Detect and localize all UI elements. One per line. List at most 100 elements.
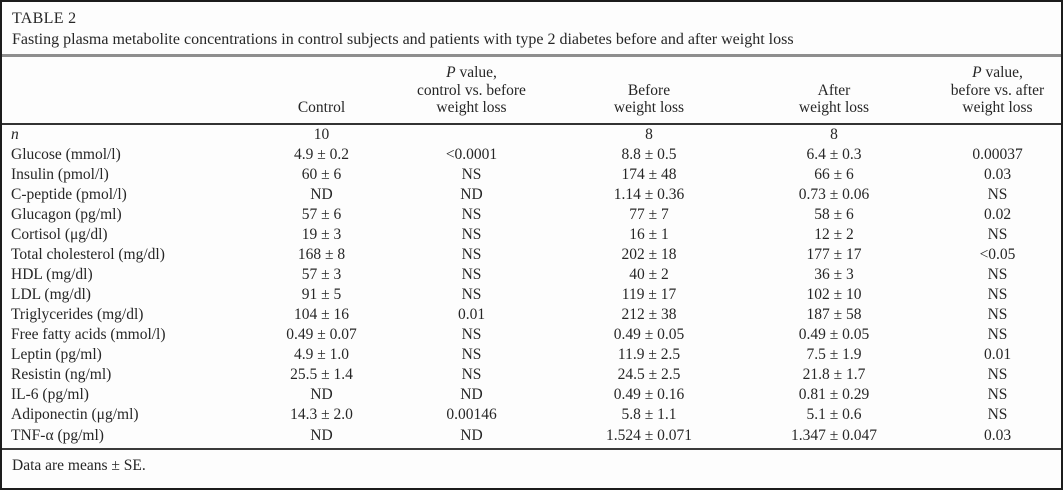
table-caption: Fasting plasma metabolite concentrations… <box>12 31 794 48</box>
after-value-cell: 12 ± 2 <box>814 225 854 243</box>
p2-value-cell: NS <box>987 305 1008 323</box>
row-label-cell: LDL (mg/dl) <box>11 285 91 303</box>
row-label-cell: IL-6 (pg/ml) <box>11 385 89 403</box>
p1-value-cell: ND <box>460 185 483 203</box>
after-value-cell: 5.1 ± 0.6 <box>806 405 862 423</box>
p1-line2: control vs. before <box>417 81 526 99</box>
before-value-cell: 1.524 ± 0.071 <box>564 424 734 450</box>
p1-value-cell: NS <box>461 205 482 223</box>
table-row: Resistin (ng/ml) 25.5 ± 1.4 NS 24.5 ± 2.5 21… <box>2 365 1061 385</box>
caption-divider-rule <box>2 54 1061 57</box>
row-label-cell: Glucose (mmol/l) <box>11 145 121 163</box>
p2-value-cell: NS <box>987 265 1008 283</box>
p2-value-cell: NS <box>987 285 1008 303</box>
before-line1: Before <box>627 81 671 99</box>
p1-value-cell: 0.01 <box>457 305 486 323</box>
after-value-cell: 0.49 ± 0.05 <box>798 325 870 343</box>
table-row: C-peptide (pmol/l) ND ND 1.14 ± 0.36 0.73 ± … <box>2 185 1061 205</box>
before-value-cell: 174 ± 48 <box>621 165 677 183</box>
control-value-cell: ND <box>310 385 333 403</box>
table-row: Glucose (mmol/l) 4.9 ± 0.2 <0.0001 8.8 ± 0.… <box>2 145 1061 165</box>
after-value-cell: 8 <box>830 125 838 143</box>
before-value-cell: 16 ± 1 <box>629 225 669 243</box>
after-value-cell: 7.5 ± 1.9 <box>806 345 862 363</box>
table-row: Insulin (pmol/l) 60 ± 6 NS 174 ± 48 66 ± 6 0.… <box>2 165 1061 185</box>
after-value-cell: 6.4 ± 0.3 <box>806 145 862 163</box>
p1-value-cell <box>379 124 564 145</box>
before-value-cell: 0.49 ± 0.16 <box>613 385 685 403</box>
row-label-cell: Glucagon (pg/ml) <box>11 205 122 223</box>
col-header-after-weight-loss: After weight loss <box>734 57 934 125</box>
p1-value-cell: ND <box>379 424 564 450</box>
control-value-cell: 91 ± 5 <box>301 285 342 303</box>
after-value-cell: 36 ± 3 <box>814 265 854 283</box>
control-value-cell: 57 ± 3 <box>301 265 342 283</box>
p1-value-cell: ND <box>460 385 483 403</box>
after-value-cell: 187 ± 58 <box>806 305 862 323</box>
control-value-cell: 4.9 ± 0.2 <box>293 145 349 163</box>
data-table: Control P value, control vs. before weig… <box>2 57 1061 450</box>
p1-line1: P value, <box>379 64 564 82</box>
control-value-cell: 25.5 ± 1.4 <box>290 365 353 383</box>
after-value-cell: 0.73 ± 0.06 <box>798 185 870 203</box>
table-body: n 10 8 8 Glucose (mmol/l) 4.9 ± 0.2 <0.0001 8.8… <box>2 124 1061 450</box>
table-row: IL-6 (pg/ml) ND ND 0.49 ± 0.16 0.81 ± 0.29 NS <box>2 385 1061 405</box>
after-value-cell: 58 ± 6 <box>814 205 854 223</box>
row-label-cell: Leptin (pg/ml) <box>11 345 102 363</box>
after-line2: weight loss <box>798 99 870 116</box>
control-value-cell: 19 ± 3 <box>301 225 342 243</box>
p2-line2: before vs. after <box>950 81 1045 99</box>
before-value-cell: 8.8 ± 0.5 <box>621 145 677 163</box>
p2-value-cell: NS <box>987 325 1008 343</box>
table-header: Control P value, control vs. before weig… <box>2 57 1061 125</box>
p1-value-cell: NS <box>461 225 482 243</box>
p2-value-cell: 0.02 <box>983 205 1012 223</box>
row-label-cell: Free fatty acids (mmol/l) <box>11 325 166 343</box>
p2-value-cell: 0.01 <box>983 345 1012 363</box>
control-value-cell: 14.3 ± 2.0 <box>290 405 353 423</box>
col-header-p-control-vs-before: P value, control vs. before weight loss <box>379 57 564 125</box>
p1-value-cell: <0.0001 <box>445 145 498 163</box>
p1-value-cell: NS <box>461 325 482 343</box>
before-value-cell: 11.9 ± 2.5 <box>617 345 681 363</box>
table-row: HDL (mg/dl) 57 ± 3 NS 40 ± 2 36 ± 3 NS <box>2 265 1061 285</box>
after-value-cell: 177 ± 17 <box>806 245 862 263</box>
p2-value-cell: NS <box>987 405 1008 423</box>
p1-line3: weight loss <box>436 99 507 116</box>
col-header-p-before-vs-after: P value, before vs. after weight loss <box>934 57 1061 125</box>
row-label-cell: Adiponectin (μg/ml) <box>11 405 139 423</box>
row-label-cell: Cortisol (μg/dl) <box>11 225 108 243</box>
p2-value-cell: NS <box>987 225 1008 243</box>
table-title-block: TABLE 2 Fasting plasma metabolite concen… <box>2 2 1061 50</box>
row-label-cell: Total cholesterol (mg/dl) <box>11 245 165 263</box>
p2-value-text: value, <box>981 64 1023 81</box>
p2-value-cell <box>934 124 1061 145</box>
header-row: Control P value, control vs. before weig… <box>2 57 1061 125</box>
table-row: Glucagon (pg/ml) 57 ± 6 NS 77 ± 7 58 ± 6 0.02 <box>2 205 1061 225</box>
after-value-cell: 102 ± 10 <box>806 285 862 303</box>
row-label-cell: TNF-α (pg/ml) <box>2 424 264 450</box>
row-label-cell: C-peptide (pmol/l) <box>11 185 127 203</box>
before-value-cell: 212 ± 38 <box>621 305 677 323</box>
control-value-cell: 4.9 ± 1.0 <box>293 345 349 363</box>
p1-value-text: value, <box>455 64 497 81</box>
p2-line1: P value, <box>934 64 1061 82</box>
table-row: Cortisol (μg/dl) 19 ± 3 NS 16 ± 1 12 ± 2 NS <box>2 225 1061 245</box>
p2-value-cell: NS <box>987 365 1008 383</box>
row-label-cell: Resistin (ng/ml) <box>11 365 112 383</box>
control-value-cell: ND <box>310 185 333 203</box>
before-value-cell: 77 ± 7 <box>629 205 669 223</box>
table-row: Triglycerides (mg/dl) 104 ± 16 0.01 212 ± 3… <box>2 305 1061 325</box>
before-value-cell: 119 ± 17 <box>621 285 677 303</box>
before-value-cell: 5.8 ± 1.1 <box>621 405 677 423</box>
p1-value-cell: 0.00146 <box>446 405 497 423</box>
after-value-cell: 1.347 ± 0.047 <box>734 424 934 450</box>
col-header-control: Control <box>264 57 379 125</box>
table-row: Adiponectin (μg/ml) 14.3 ± 2.0 0.00146 5.8 … <box>2 405 1061 425</box>
table-row: Free fatty acids (mmol/l) 0.49 ± 0.07 NS 0.… <box>2 325 1061 345</box>
p2-value-cell: NS <box>987 185 1008 203</box>
control-value-cell: 57 ± 6 <box>301 205 342 223</box>
p2-line3: weight loss <box>962 99 1033 116</box>
row-label-cell: HDL (mg/dl) <box>11 265 93 283</box>
p1-value-cell: NS <box>461 345 482 363</box>
